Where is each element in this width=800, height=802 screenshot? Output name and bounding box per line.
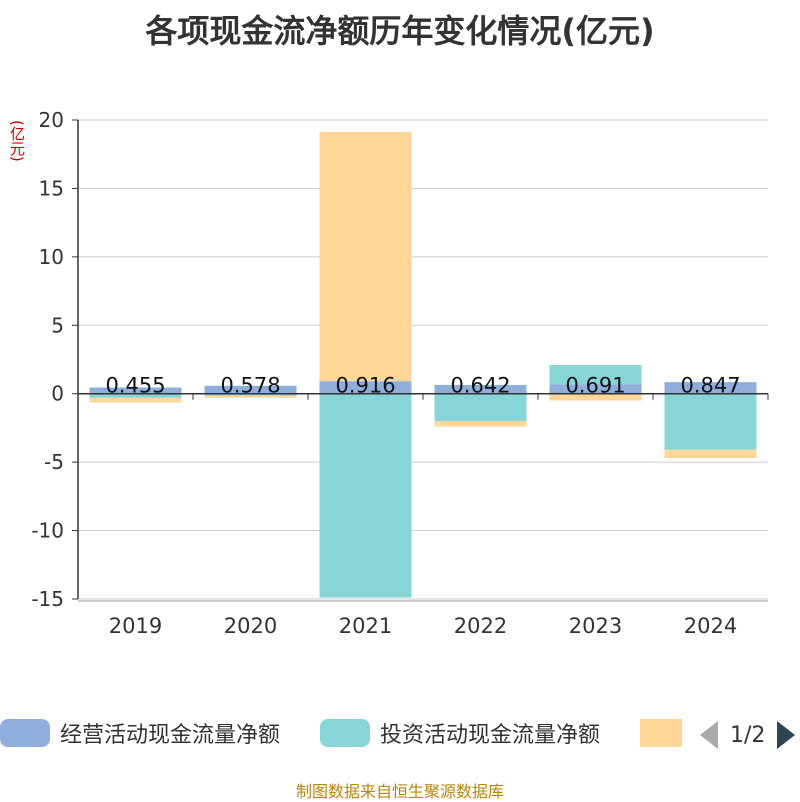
- bar-series2-2021: [319, 393, 412, 598]
- legend-item-investing[interactable]: 投资活动现金流量净额: [320, 718, 600, 748]
- bar-series2-2020: [204, 393, 297, 396]
- legend-pager: 1/2: [700, 720, 796, 750]
- bar-series3-2020: [204, 395, 297, 398]
- data-label-2019: 0.455: [105, 374, 165, 398]
- data-label-2022: 0.642: [450, 374, 510, 398]
- data-label-2021: 0.916: [335, 374, 395, 398]
- bar-series1-2019: [89, 387, 182, 394]
- x-tick-label-2024: 2024: [684, 614, 737, 638]
- bar-series2-2024: [664, 393, 757, 450]
- bar-chart: -15 -10 -5 0 5 10 15 20 2019 2020 2021 2022 2023 2024…: [31, 108, 769, 638]
- y-tick-label: 10: [39, 245, 64, 269]
- y-tick-label: -5: [44, 450, 64, 474]
- legend-item-operating[interactable]: 经营活动现金流量净额: [0, 718, 280, 748]
- y-axis-unit-label: (亿元): [8, 120, 26, 162]
- y-tick-label: 15: [39, 176, 64, 200]
- legend-label-operating: 经营活动现金流量净额: [60, 723, 281, 748]
- legend-next-page-icon[interactable]: [777, 721, 796, 749]
- bar-series2-2019: [89, 393, 182, 398]
- bar-series1-2023: [549, 384, 642, 394]
- legend-page-indicator: 1/2: [730, 722, 766, 748]
- x-tick-label-2019: 2019: [109, 614, 162, 638]
- bar-series3-2023: [549, 393, 642, 401]
- data-label-2024: 0.847: [680, 374, 740, 398]
- y-tick-label: 20: [39, 108, 64, 132]
- legend-swatch-investing: [320, 719, 370, 747]
- y-tick-label: 5: [51, 313, 64, 337]
- y-tick-label: -10: [31, 519, 64, 543]
- bar-series1-2022: [434, 384, 527, 394]
- legend-label-investing: 投资活动现金流量净额: [380, 723, 601, 748]
- bar-series3-2019: [89, 397, 182, 403]
- bar-series1-2021: [319, 381, 412, 394]
- legend: 经营活动现金流量净额 投资活动现金流量净额 1/2: [0, 712, 800, 756]
- chart-title: 各项现金流净额历年变化情况(亿元): [145, 12, 655, 50]
- data-label-2020: 0.578: [220, 374, 280, 398]
- bar-series2-2022: [434, 393, 527, 422]
- x-tick-label-2023: 2023: [569, 614, 622, 638]
- legend-prev-page-icon[interactable]: [700, 721, 718, 749]
- data-label-2023: 0.691: [565, 374, 625, 398]
- x-tick-label-2022: 2022: [454, 614, 507, 638]
- x-tick-label-2021: 2021: [339, 614, 392, 638]
- data-source-note: 制图数据来自恒生聚源数据库: [295, 782, 504, 801]
- legend-swatch-third: [640, 719, 682, 747]
- legend-swatch-operating: [0, 719, 50, 747]
- y-tick-label: 0: [51, 382, 64, 406]
- bar-series1-2024: [664, 382, 757, 394]
- bar-series3-2022: [434, 421, 527, 427]
- bar-series2-2023: [549, 365, 642, 385]
- bar-series3-2021: [319, 132, 412, 382]
- bar-series3-2024: [664, 449, 757, 459]
- x-tick-label-2020: 2020: [224, 614, 277, 638]
- legend-item-third[interactable]: [640, 718, 682, 748]
- bar-series1-2020: [204, 385, 297, 394]
- y-tick-label: -15: [31, 587, 64, 611]
